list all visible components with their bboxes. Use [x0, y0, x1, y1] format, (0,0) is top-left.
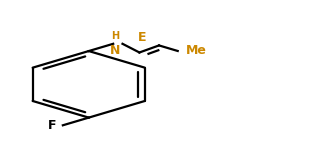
Text: H: H [111, 31, 119, 41]
Text: N: N [110, 44, 120, 57]
Text: Me: Me [186, 44, 207, 57]
Text: E: E [138, 31, 147, 44]
Text: F: F [48, 119, 57, 132]
